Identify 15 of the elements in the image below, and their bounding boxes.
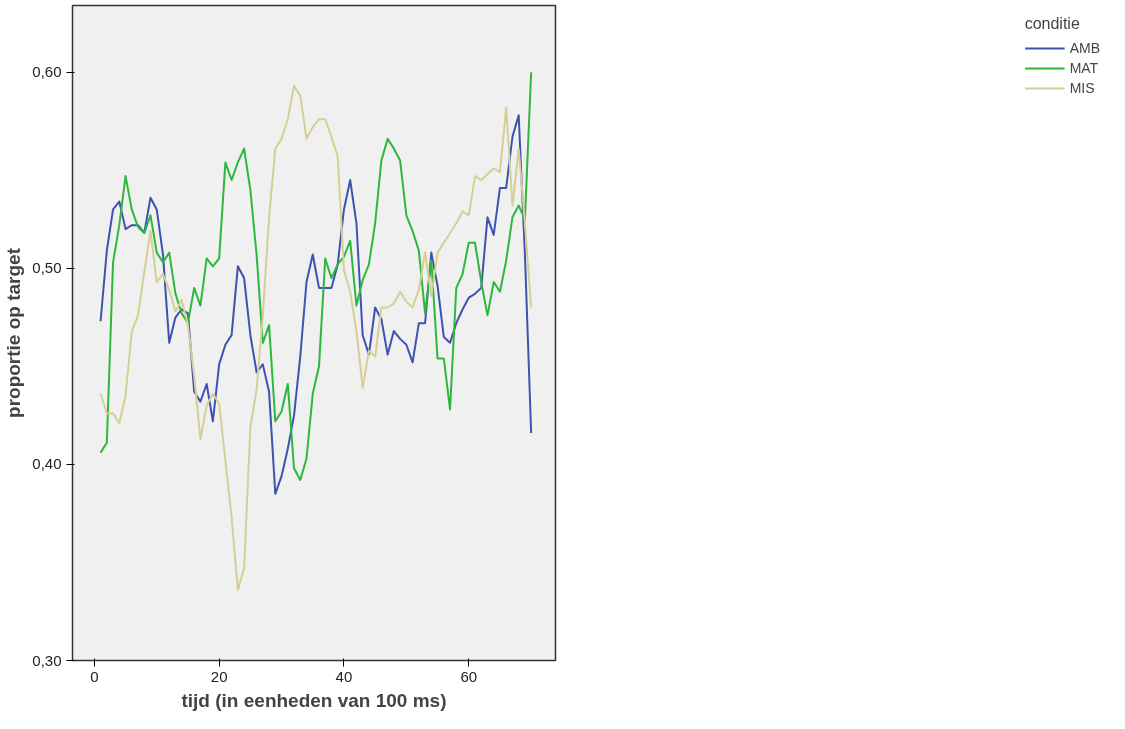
y-tick-label: 0,40 bbox=[32, 455, 62, 473]
y-tick-label: 0,60 bbox=[32, 63, 62, 81]
x-tick-label: 40 bbox=[335, 667, 353, 685]
x-tick-label: 0 bbox=[90, 667, 99, 685]
legend-label: MAT bbox=[1069, 60, 1099, 76]
legend-label: AMB bbox=[1069, 40, 1100, 56]
x-axis-title: tijd (in eenheden van 100 ms) bbox=[181, 689, 447, 711]
x-tick-label: 60 bbox=[460, 667, 478, 685]
legend-title: conditie bbox=[1024, 15, 1081, 33]
y-tick-label: 0,50 bbox=[32, 259, 62, 277]
y-tick-label: 0,30 bbox=[32, 651, 62, 669]
line-series bbox=[99, 84, 533, 591]
x-tick-label: 20 bbox=[210, 667, 228, 685]
legend-label: MIS bbox=[1069, 80, 1095, 96]
y-axis-title: proportie op target bbox=[3, 247, 25, 418]
